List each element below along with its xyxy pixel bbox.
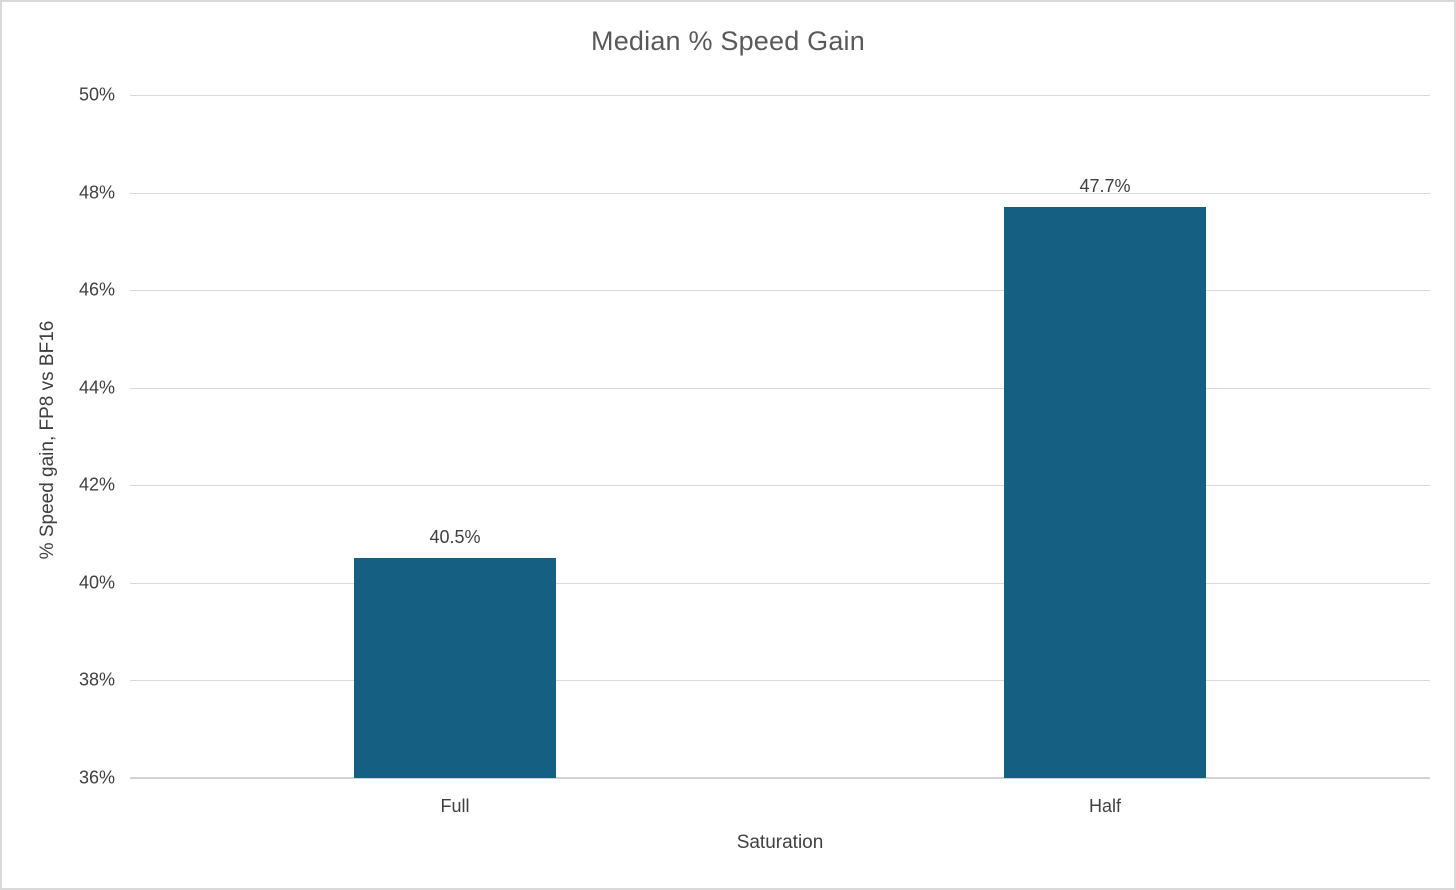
x-axis-title: Saturation: [736, 832, 824, 853]
y-tick-label: 46%: [78, 279, 115, 300]
gridline: [130, 680, 1430, 682]
gridline: [130, 95, 1430, 96]
bar-half: [1004, 207, 1206, 778]
bar-value-label-full: 40.5%: [429, 527, 481, 548]
chart-title: Median % Speed Gain: [591, 26, 865, 56]
x-category-label-full: Full: [440, 796, 470, 816]
bar-value-label-half: 47.7%: [1079, 176, 1131, 197]
bar-full: [354, 558, 556, 778]
y-tick-label: 36%: [78, 767, 115, 788]
gridline: [130, 192, 1430, 194]
gridline: [130, 387, 1430, 389]
y-tick-label: 42%: [78, 474, 115, 495]
y-tick-label: 40%: [78, 572, 115, 593]
x-axis-line: [130, 777, 1430, 779]
gridline: [130, 485, 1430, 487]
y-tick-label: 44%: [78, 377, 115, 398]
y-axis-title: % Speed gain, FP8 vs BF16: [37, 320, 58, 560]
x-category-label-half: Half: [1088, 796, 1121, 816]
y-tick-label: 38%: [78, 669, 115, 690]
gridline: [130, 582, 1430, 584]
y-tick-label: 50%: [78, 84, 115, 105]
gridline: [130, 290, 1430, 292]
y-tick-label: 48%: [78, 182, 115, 203]
